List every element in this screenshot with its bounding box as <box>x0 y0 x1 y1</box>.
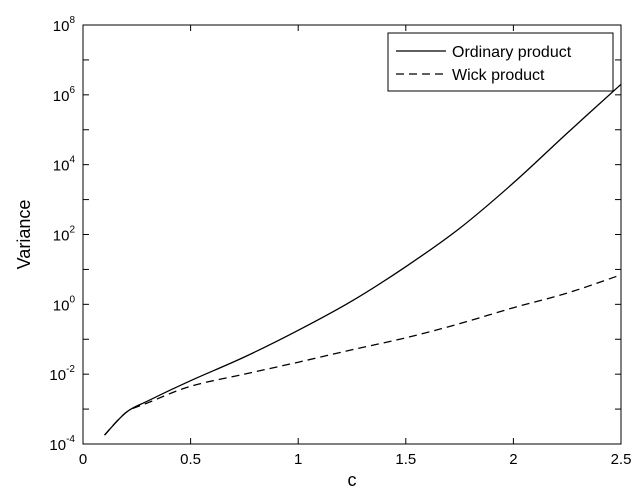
y-tick-exponent: 2 <box>69 225 75 236</box>
legend-box <box>387 32 614 92</box>
y-tick-exponent: -4 <box>66 434 75 445</box>
legend-label: Wick product <box>452 67 545 84</box>
y-tick-label: 102 <box>53 225 76 245</box>
y-tick-label: 10-2 <box>49 364 75 384</box>
y-tick-base: 10 <box>53 158 70 175</box>
y-tick-exponent: 0 <box>69 294 75 305</box>
y-tick-exponent: -2 <box>66 364 75 375</box>
y-tick-base: 10 <box>53 18 70 35</box>
y-tick-label: 100 <box>53 294 76 314</box>
legend-label: Ordinary product <box>452 44 572 61</box>
x-axis-label: c <box>348 470 357 490</box>
plot-area: 0 0.5 1 1.5 2 2.510-410-2100102104106108cVari… <box>14 15 631 490</box>
plot-frame <box>82 24 622 445</box>
y-tick-exponent: 6 <box>69 85 75 96</box>
y-tick-base: 10 <box>53 297 70 314</box>
y-tick-label: 104 <box>53 155 76 175</box>
y-tick-exponent: 8 <box>69 15 75 26</box>
x-tick-label: 1.5 <box>395 451 416 468</box>
x-tick-label: 1 <box>294 451 302 468</box>
y-tick-base: 10 <box>53 228 70 245</box>
x-tick-label: 2.5 <box>611 451 632 468</box>
y-tick-base: 10 <box>53 88 70 105</box>
series-line-ordinary-product <box>104 83 622 436</box>
x-tick-label: 0.5 <box>180 451 201 468</box>
y-tick-label: 106 <box>53 85 76 105</box>
y-tick-label: 10-4 <box>49 434 75 454</box>
x-tick-label: 2 <box>509 451 517 468</box>
y-tick-base: 10 <box>49 437 66 454</box>
y-tick-exponent: 4 <box>69 155 75 166</box>
x-tick-label: 0 <box>79 451 87 468</box>
y-tick-base: 10 <box>49 367 66 384</box>
y-axis-label: Variance <box>14 200 34 270</box>
y-tick-label: 108 <box>53 15 76 35</box>
series-line-wick-product <box>104 274 622 436</box>
